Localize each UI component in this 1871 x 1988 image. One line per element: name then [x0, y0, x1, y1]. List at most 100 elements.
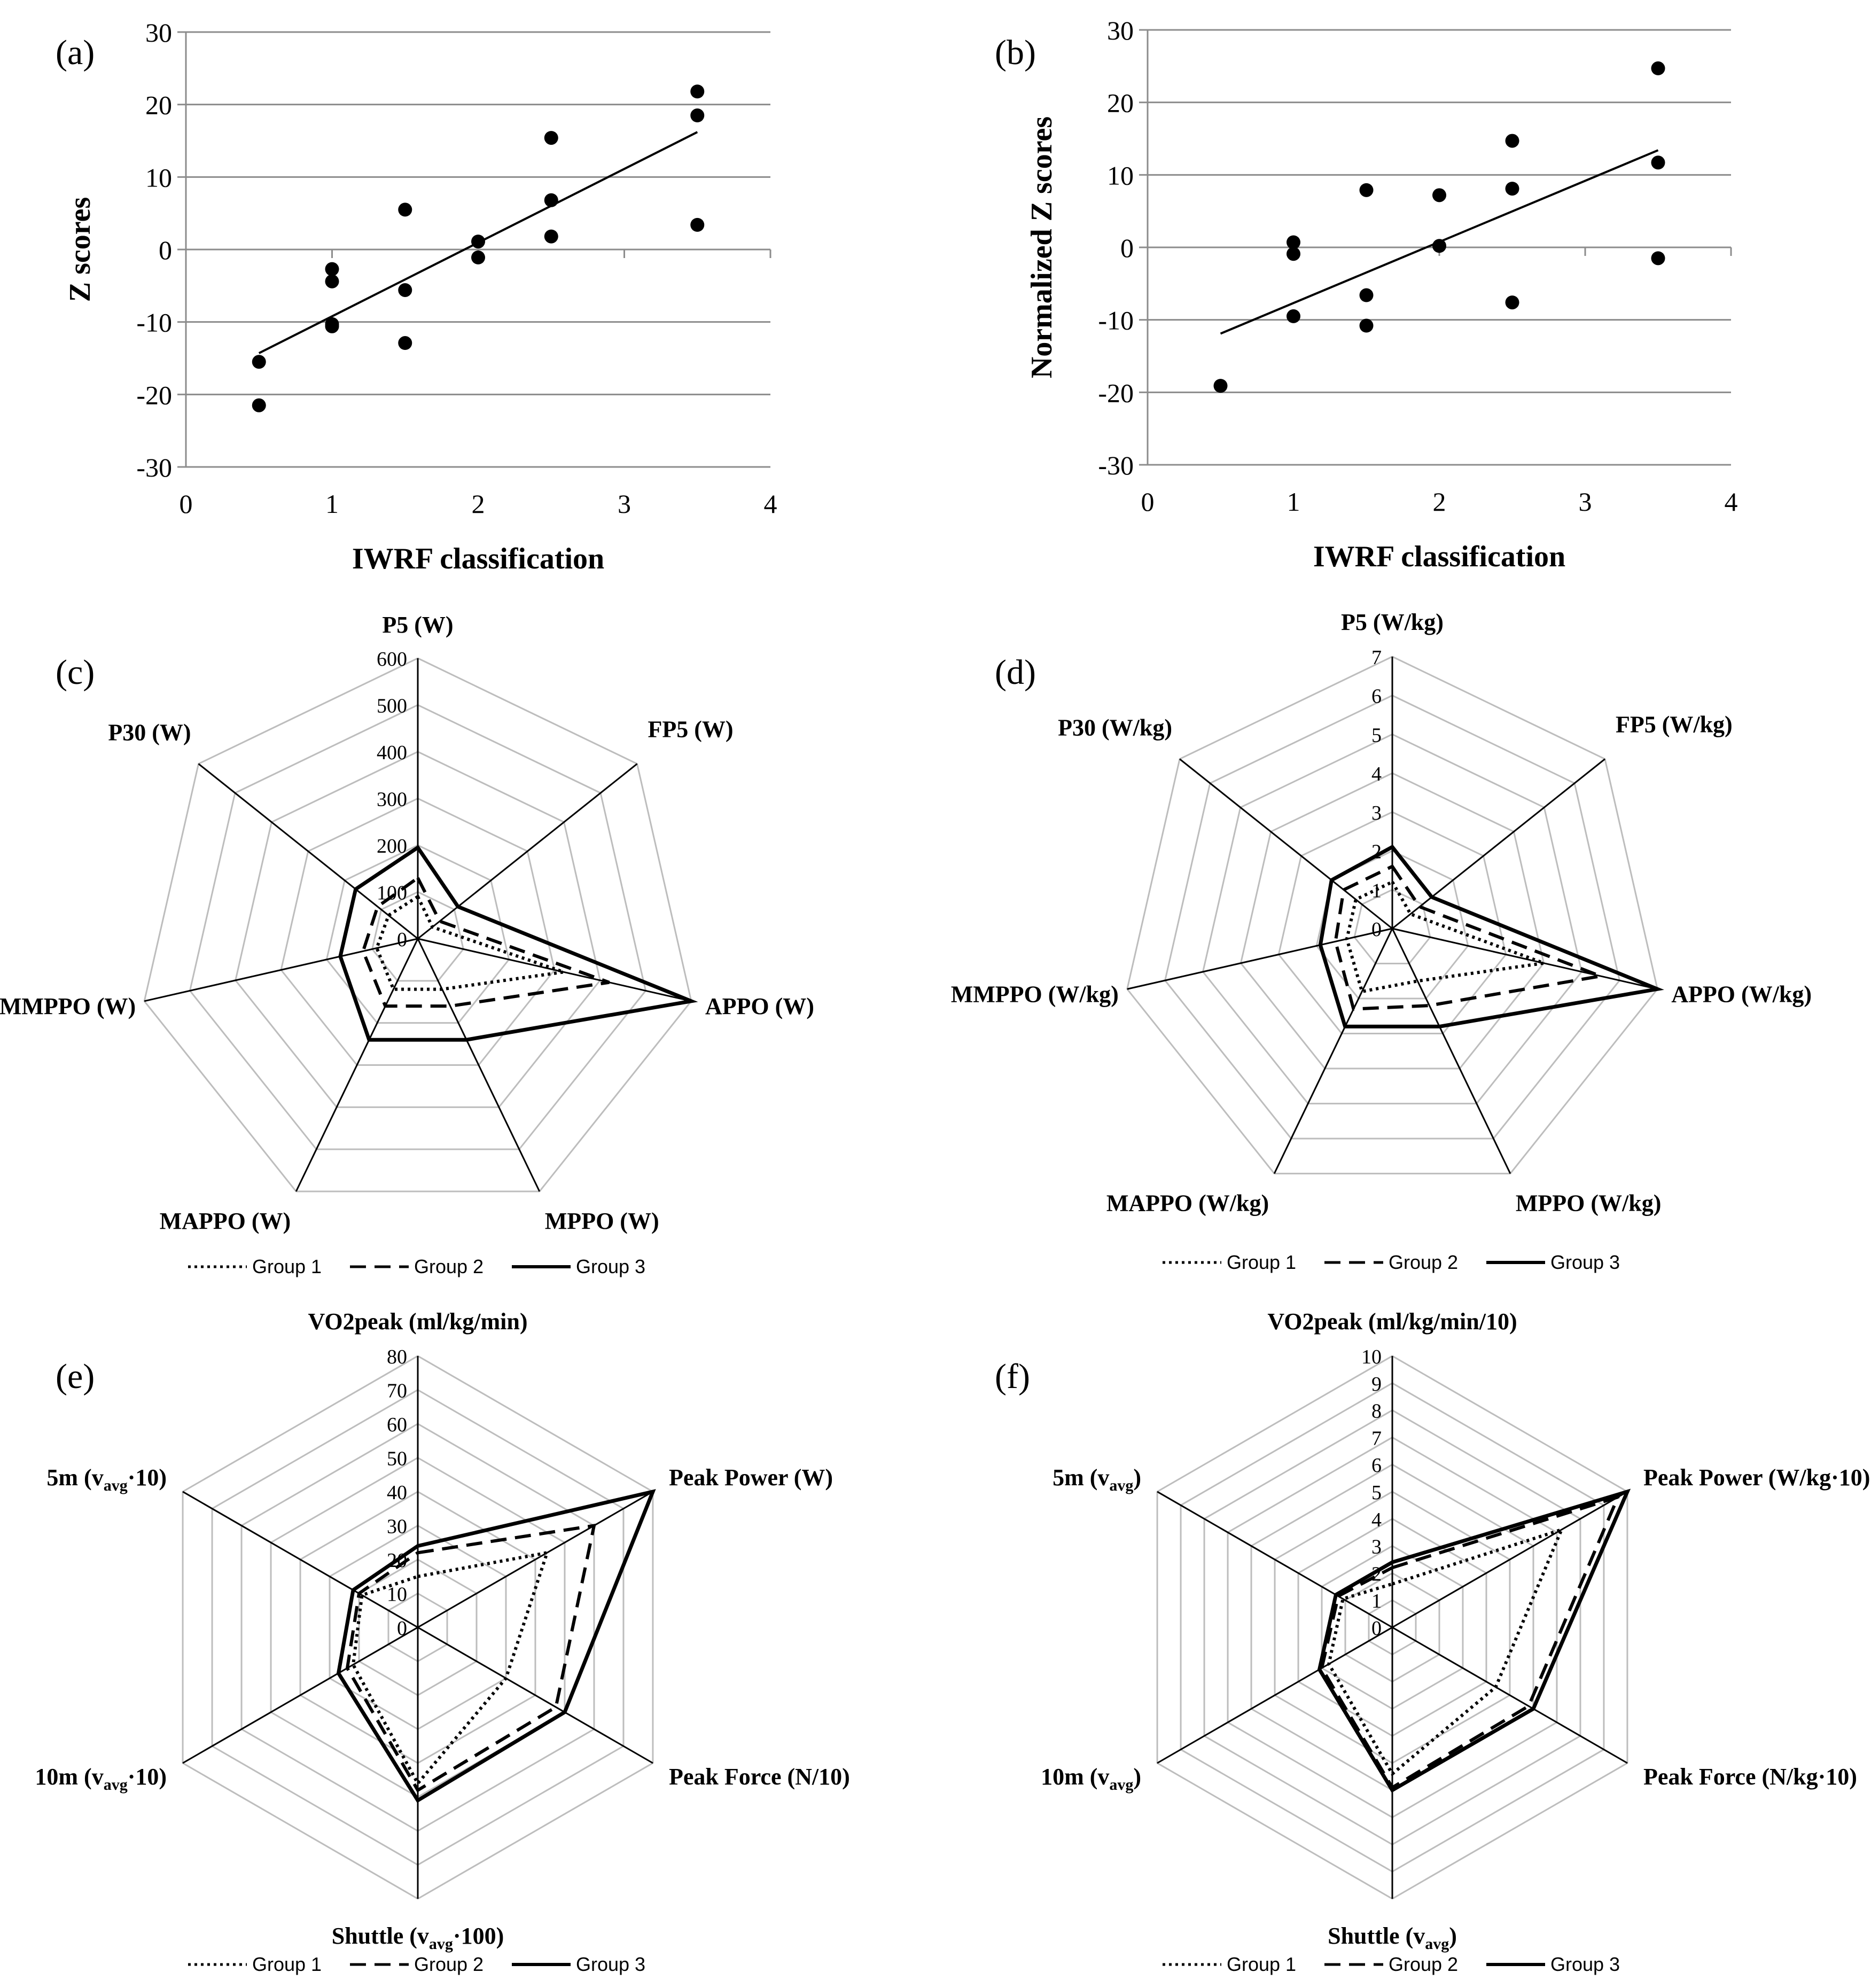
radar-grid-ring	[235, 751, 601, 1108]
data-point	[690, 84, 705, 99]
panel-label: (a)	[56, 33, 95, 72]
radar-axis-label: MAPPO (W/kg)	[1106, 1190, 1269, 1217]
radar-axis-label: 10m (vavg)	[1041, 1764, 1141, 1794]
y-tick-label: -30	[1098, 450, 1134, 480]
legend-label: Group 1	[252, 1953, 322, 1975]
radar-tick-label: 100	[377, 882, 407, 905]
label-part: 5m (v	[1053, 1464, 1109, 1491]
label-part: Peak Force (N/kg·10)	[1643, 1764, 1857, 1790]
radar-axis-label: P5 (W)	[382, 612, 453, 638]
subscript: avg	[1425, 1935, 1449, 1953]
radar-series-solid	[1318, 844, 1664, 1028]
radar-axis-label: P5 (W/kg)	[1341, 609, 1444, 635]
x-tick-label: 3	[1579, 487, 1592, 517]
label-part: ·10)	[128, 1464, 167, 1491]
radar-tick-label: 4	[1371, 763, 1382, 785]
data-point	[325, 262, 339, 276]
radar-spoke	[1392, 758, 1605, 930]
radar-spoke	[417, 1491, 653, 1628]
radar-tick-label: 0	[397, 1617, 407, 1640]
y-tick-label: -10	[1098, 306, 1134, 336]
radar-grid-ring	[143, 657, 692, 1192]
radar-tick-label: 0	[1371, 1617, 1382, 1640]
data-point	[1287, 309, 1300, 323]
radar-grid-ring	[371, 891, 464, 982]
radar-grid-ring	[325, 844, 510, 1024]
radar-spoke	[417, 938, 692, 1002]
radar-series-dotted	[1327, 1527, 1565, 1776]
radar-grid-ring	[1202, 733, 1583, 1105]
radar-tick-label: 10	[1361, 1346, 1382, 1368]
radar-axis-label: FP5 (W)	[648, 716, 733, 743]
data-point	[1432, 239, 1446, 253]
data-point	[398, 202, 412, 217]
x-tick-label: 0	[1141, 487, 1155, 517]
radar-spoke	[1179, 758, 1393, 930]
radar-tick-label: 200	[377, 835, 407, 857]
radar-tick-label: 50	[387, 1448, 407, 1470]
panel-label: (e)	[56, 1357, 95, 1396]
radar-axis-label: MPPO (W)	[545, 1208, 659, 1234]
data-point	[544, 193, 558, 207]
radar-axis-label: P30 (W/kg)	[1058, 715, 1172, 741]
radar-grid-ring	[1277, 811, 1507, 1035]
radar-tick-label: 9	[1371, 1373, 1382, 1396]
data-point	[544, 229, 558, 244]
data-point	[690, 108, 705, 123]
radar-spoke	[182, 1626, 418, 1764]
legend-label: Group 1	[1227, 1953, 1296, 1975]
radar-series-dotted	[351, 1550, 550, 1787]
data-point	[690, 217, 705, 232]
radar-axis-label: 5m (vavg·10)	[46, 1464, 167, 1494]
x-tick-label: 4	[1725, 487, 1738, 517]
y-tick-label: 0	[1120, 233, 1134, 263]
data-point	[398, 283, 412, 297]
radar-tick-label: 600	[377, 648, 407, 671]
subscript: avg	[429, 1935, 453, 1953]
radar-tick-label: 30	[387, 1516, 407, 1538]
radar-axis-label: MMPPO (W/kg)	[951, 981, 1119, 1007]
label-part: 5m (v	[46, 1464, 103, 1491]
data-point	[471, 235, 485, 249]
panel-label: (f)	[995, 1357, 1030, 1396]
y-tick-label: -20	[136, 380, 172, 410]
y-tick-label: 10	[1107, 160, 1134, 190]
radar-tick-label: 8	[1371, 1400, 1382, 1423]
radar-grid-ring	[1239, 772, 1545, 1070]
label-part: )	[1133, 1464, 1141, 1491]
radar-grid-ring	[280, 797, 556, 1066]
radar-tick-label: 5	[1371, 724, 1382, 746]
radar-spoke	[1392, 1626, 1628, 1764]
legend-label: Group 2	[1389, 1251, 1458, 1273]
radar-axis-label: P30 (W)	[108, 720, 191, 746]
radar-spoke	[1392, 1491, 1628, 1628]
data-point	[1651, 61, 1665, 75]
radar-tick-label: 1	[1371, 879, 1382, 902]
radar-axis-label: Peak Power (W)	[669, 1464, 833, 1491]
data-point	[544, 131, 558, 145]
y-axis-title: Normalized Z scores	[1025, 116, 1058, 378]
radar-tick-label: 3	[1371, 802, 1382, 824]
radar-axis-label: 10m (vavg·10)	[35, 1764, 167, 1794]
y-tick-label: -10	[136, 308, 172, 338]
x-axis-title: IWRF classification	[1313, 540, 1565, 573]
subscript: avg	[1109, 1776, 1133, 1794]
legend-label: Group 1	[1227, 1251, 1296, 1273]
subscript: avg	[104, 1477, 128, 1494]
radar-axis-label: Peak Power (W/kg·10)	[1643, 1464, 1870, 1491]
radar-series-dashed	[361, 875, 610, 1008]
radar-axis-label: MAPPO (W)	[160, 1208, 291, 1234]
y-tick-label: 30	[1107, 15, 1134, 45]
radar-tick-label: 7	[1371, 1427, 1382, 1449]
legend-label: Group 3	[1550, 1953, 1620, 1975]
label-part: VO2peak (ml/kg/min)	[308, 1308, 527, 1335]
data-point	[252, 398, 266, 412]
radar-spoke	[198, 763, 418, 940]
radar-spoke	[417, 763, 638, 940]
radar-grid-ring	[189, 704, 647, 1150]
label-part: Shuttle (v	[332, 1923, 429, 1949]
radar-series-solid	[338, 845, 698, 1042]
